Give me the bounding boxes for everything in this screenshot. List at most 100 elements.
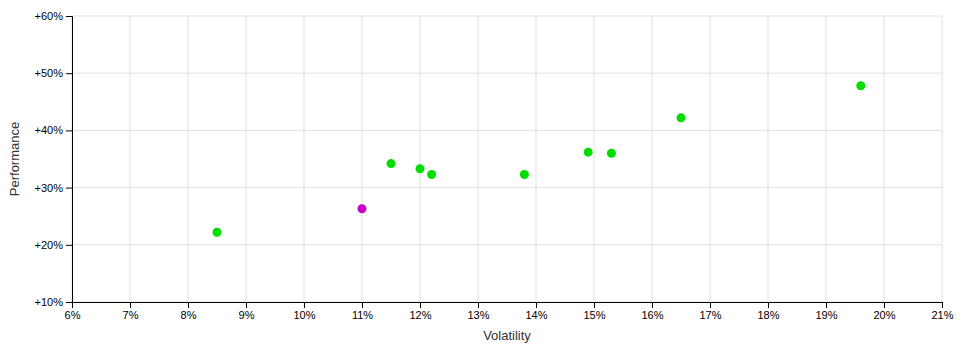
grid-line-x xyxy=(710,16,711,302)
tick-mark xyxy=(710,302,711,308)
grid-line-x xyxy=(304,16,305,302)
tick: 14% xyxy=(525,302,547,321)
tick-mark xyxy=(594,302,595,308)
tick-mark xyxy=(66,302,72,303)
tick: 12% xyxy=(409,302,431,321)
tick: 18% xyxy=(757,302,779,321)
tick-label: 11% xyxy=(352,309,373,321)
tick-label: 21% xyxy=(931,309,953,321)
tick: 21% xyxy=(931,302,953,321)
y-axis: +10% +20% +30% +40% +50% +60% xyxy=(35,10,73,308)
grid-line-x xyxy=(942,16,943,302)
tick-mark xyxy=(246,302,247,308)
grid-line-y xyxy=(72,16,942,17)
grid-line-y xyxy=(72,187,942,188)
tick-label: 8% xyxy=(181,309,197,321)
tick-label: 16% xyxy=(641,309,663,321)
tick-label: 19% xyxy=(815,309,837,321)
tick-mark xyxy=(362,302,363,308)
tick-label: 12% xyxy=(409,309,431,321)
tick: +10% xyxy=(35,296,72,308)
tick: 16% xyxy=(641,302,663,321)
tick-label: 6% xyxy=(65,309,81,321)
point xyxy=(416,164,425,173)
grid-line-x xyxy=(478,16,479,302)
tick-mark xyxy=(884,302,885,308)
point xyxy=(520,170,529,179)
tick-mark xyxy=(826,302,827,308)
tick-label: 10% xyxy=(293,309,315,321)
tick-label: +50% xyxy=(35,67,64,79)
grid-line-x xyxy=(536,16,537,302)
tick: 9% xyxy=(239,302,255,321)
tick-mark xyxy=(66,188,72,189)
tick-label: 20% xyxy=(873,309,895,321)
point xyxy=(584,148,593,157)
tick-label: +40% xyxy=(35,124,64,136)
chart: 6% 7% 8% 9% 10% 11% 12% 13% 14% 15% 16% 17% 18% 19% 20… xyxy=(0,0,966,350)
grid-line-x xyxy=(768,16,769,302)
tick-mark xyxy=(942,302,943,308)
point xyxy=(677,113,686,122)
tick: 19% xyxy=(815,302,837,321)
point xyxy=(427,170,436,179)
grid-line-x xyxy=(130,16,131,302)
grid-line-x xyxy=(420,16,421,302)
plot-area: 6% 7% 8% 9% 10% 11% 12% 13% 14% 15% 16% 17% 18% 19% 20… xyxy=(35,10,954,321)
tick: +30% xyxy=(35,182,72,194)
tick-label: 7% xyxy=(123,309,139,321)
point xyxy=(856,81,865,90)
tick-label: 14% xyxy=(525,309,547,321)
tick-mark xyxy=(66,73,72,74)
tick-label: +10% xyxy=(35,296,64,308)
tick-mark xyxy=(652,302,653,308)
tick: +60% xyxy=(35,10,72,22)
tick-label: +30% xyxy=(35,182,64,194)
grid-line-y xyxy=(72,130,942,131)
grid-line-y xyxy=(72,244,942,245)
tick-mark xyxy=(420,302,421,308)
grid-line-x xyxy=(594,16,595,302)
tick-label: 15% xyxy=(583,309,605,321)
grid-line-y xyxy=(72,73,942,74)
point xyxy=(387,159,396,168)
point xyxy=(607,149,616,158)
tick-mark xyxy=(66,16,72,17)
tick-mark xyxy=(768,302,769,308)
tick-mark xyxy=(188,302,189,308)
tick-mark xyxy=(304,302,305,308)
grid-line-x xyxy=(826,16,827,302)
tick: +50% xyxy=(35,67,72,79)
tick: +20% xyxy=(35,239,72,251)
grid-line-x xyxy=(246,16,247,302)
grid-line-x xyxy=(884,16,885,302)
tick-mark xyxy=(66,130,72,131)
tick: 15% xyxy=(583,302,605,321)
tick: 17% xyxy=(699,302,721,321)
points xyxy=(213,81,866,236)
tick-mark xyxy=(478,302,479,308)
tick: 8% xyxy=(181,302,197,321)
tick-label: 13% xyxy=(467,309,489,321)
grid xyxy=(72,16,942,302)
tick: 20% xyxy=(873,302,895,321)
tick: 7% xyxy=(123,302,139,321)
tick: 11% xyxy=(352,302,373,321)
tick-mark xyxy=(66,245,72,246)
tick: 6% xyxy=(65,302,81,321)
tick: 13% xyxy=(467,302,489,321)
tick-label: 9% xyxy=(239,309,255,321)
tick-label: 17% xyxy=(699,309,721,321)
x-axis-title: Volatility xyxy=(483,328,531,343)
tick-label: +20% xyxy=(35,239,64,251)
y-axis-title: Performance xyxy=(7,122,22,196)
axis-line xyxy=(73,303,943,309)
tick: +40% xyxy=(35,124,72,136)
tick-label: +60% xyxy=(35,10,64,22)
x-axis: 6% 7% 8% 9% 10% 11% 12% 13% 14% 15% 16% 17% 18% 19% 20… xyxy=(65,302,954,321)
tick-label: 18% xyxy=(757,309,779,321)
tick: 10% xyxy=(293,302,315,321)
point xyxy=(213,228,222,237)
point xyxy=(358,204,367,213)
tick-mark xyxy=(536,302,537,308)
